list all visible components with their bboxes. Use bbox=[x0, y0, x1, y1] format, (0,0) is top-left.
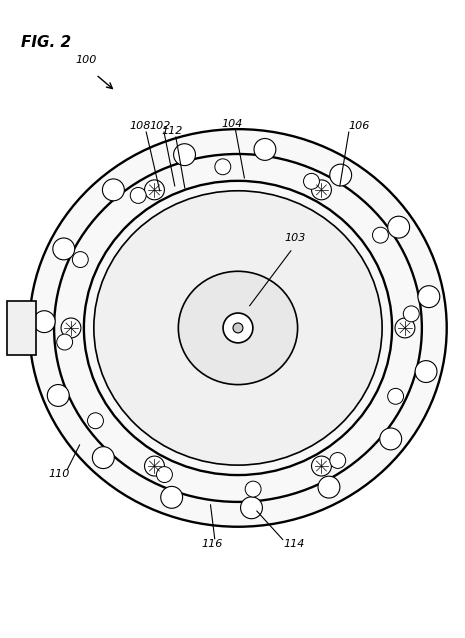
Text: 106: 106 bbox=[349, 121, 370, 131]
Circle shape bbox=[395, 318, 415, 338]
Circle shape bbox=[53, 238, 75, 260]
Text: 108: 108 bbox=[130, 121, 151, 131]
Circle shape bbox=[388, 216, 410, 238]
Ellipse shape bbox=[94, 191, 382, 465]
Circle shape bbox=[245, 481, 261, 497]
Circle shape bbox=[157, 466, 173, 482]
Text: 112: 112 bbox=[162, 126, 183, 136]
Circle shape bbox=[380, 428, 402, 450]
Text: 103: 103 bbox=[285, 234, 306, 244]
Circle shape bbox=[33, 311, 55, 332]
Circle shape bbox=[254, 138, 276, 160]
Circle shape bbox=[145, 180, 165, 200]
Text: 110: 110 bbox=[48, 469, 70, 479]
Circle shape bbox=[161, 486, 183, 508]
Circle shape bbox=[240, 497, 262, 519]
Circle shape bbox=[330, 164, 352, 186]
Text: 114: 114 bbox=[284, 538, 306, 549]
Text: 100: 100 bbox=[75, 54, 97, 64]
Circle shape bbox=[418, 286, 440, 308]
Circle shape bbox=[223, 313, 253, 343]
Circle shape bbox=[47, 385, 69, 406]
FancyBboxPatch shape bbox=[7, 301, 36, 355]
Circle shape bbox=[173, 144, 195, 166]
Circle shape bbox=[57, 334, 73, 350]
Circle shape bbox=[233, 323, 243, 333]
Circle shape bbox=[130, 188, 146, 204]
Circle shape bbox=[388, 389, 404, 404]
Circle shape bbox=[312, 180, 332, 200]
Circle shape bbox=[145, 456, 165, 476]
Circle shape bbox=[415, 360, 437, 383]
Text: 102: 102 bbox=[150, 121, 171, 131]
Circle shape bbox=[318, 476, 340, 498]
Circle shape bbox=[372, 227, 388, 243]
Circle shape bbox=[73, 251, 88, 267]
Ellipse shape bbox=[178, 271, 298, 385]
Ellipse shape bbox=[29, 129, 447, 527]
Text: 116: 116 bbox=[201, 538, 223, 549]
Circle shape bbox=[102, 179, 124, 201]
Circle shape bbox=[403, 306, 419, 322]
Text: FIG. 2: FIG. 2 bbox=[21, 34, 72, 50]
Circle shape bbox=[312, 456, 332, 476]
Circle shape bbox=[215, 159, 231, 175]
Circle shape bbox=[304, 174, 319, 189]
Circle shape bbox=[87, 413, 103, 429]
Circle shape bbox=[61, 318, 81, 338]
Circle shape bbox=[330, 452, 345, 468]
Circle shape bbox=[93, 447, 114, 468]
Text: 104: 104 bbox=[221, 119, 243, 130]
